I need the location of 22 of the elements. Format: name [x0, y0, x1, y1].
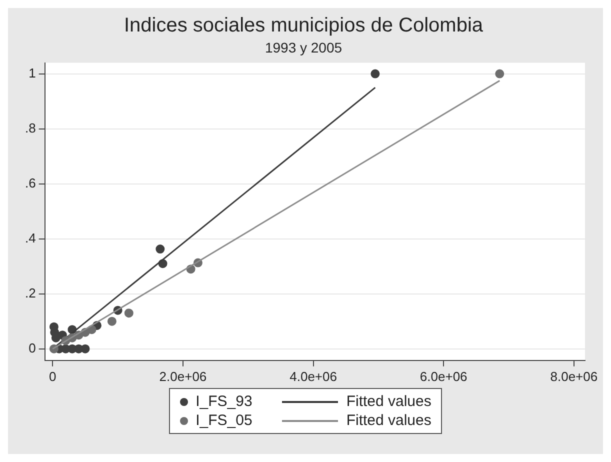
point — [107, 316, 116, 326]
y-tick-label: .6 — [25, 175, 36, 190]
point — [124, 308, 134, 318]
legend-label: I_FS_93 — [196, 393, 252, 410]
x-tick-label: 0 — [49, 368, 56, 384]
point — [495, 69, 504, 78]
point — [156, 244, 165, 254]
chart-subtitle: 1993 y 2005 — [264, 39, 342, 56]
legend-label: I_FS_05 — [196, 412, 252, 429]
x-tick-label: 6.0e+06 — [420, 368, 468, 384]
y-tick-label: 1 — [28, 65, 36, 80]
legend-label: Fitted values — [346, 412, 432, 429]
y-tick-label: .4 — [25, 230, 36, 246]
y-tick-label: 0 — [28, 340, 36, 356]
legend-label: Fitted values — [346, 393, 432, 410]
y-tick-label: .2 — [25, 285, 36, 300]
chart-title: Indices sociales municipios de Colombia — [124, 14, 484, 37]
point — [370, 69, 380, 78]
x-tick-label: 8.0e+06 — [550, 368, 598, 384]
x-tick-label: 4.0e+06 — [290, 368, 337, 384]
y-tick-label: .8 — [25, 120, 36, 136]
x-tick-label: 2.0e+06 — [159, 368, 207, 384]
